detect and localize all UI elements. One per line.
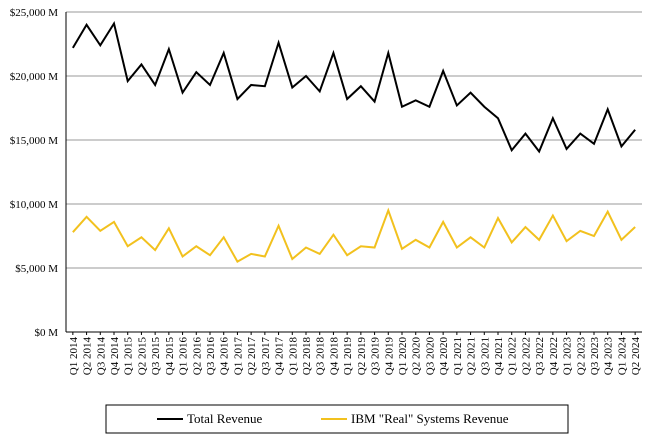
x-tick-label: Q1 2016 — [178, 337, 190, 376]
y-tick-label: $25,000 M — [10, 7, 59, 19]
x-tick-label: Q1 2015 — [123, 337, 135, 376]
x-tick-label: Q4 2019 — [383, 337, 395, 376]
x-tick-label: Q3 2020 — [424, 337, 436, 376]
y-tick-label: $0 M — [34, 327, 58, 339]
y-tick-label: $5,000 M — [15, 263, 58, 275]
x-tick-label: Q4 2018 — [328, 337, 340, 376]
x-tick-label: Q1 2017 — [232, 337, 244, 376]
x-tick-label: Q4 2021 — [493, 337, 505, 375]
x-tick-label: Q2 2023 — [575, 337, 587, 376]
series-line-ibm-real-systems-revenue — [72, 207, 636, 263]
x-tick-label: Q2 2014 — [82, 337, 94, 376]
x-tick-label: Q1 2014 — [68, 337, 80, 376]
x-tick-label: Q3 2022 — [534, 337, 546, 375]
x-tick-label: Q2 2019 — [356, 337, 368, 376]
x-tick-label: Q4 2022 — [548, 337, 560, 375]
legend-label-total-revenue: Total Revenue — [187, 411, 262, 426]
x-tick-label: Q4 2023 — [603, 337, 615, 376]
x-tick-label: Q2 2024 — [630, 337, 642, 376]
x-tick-label: Q1 2020 — [397, 337, 409, 376]
x-tick-label: Q3 2015 — [150, 337, 162, 376]
x-tick-label: Q1 2019 — [342, 337, 354, 376]
x-tick-label: Q3 2014 — [95, 337, 107, 376]
y-tick-label: $10,000 M — [10, 199, 59, 211]
x-tick-labels: Q1 2014 Q2 2014 Q3 2014 Q4 2014 Q1 2015 Q2 20… — [68, 337, 642, 376]
x-tick-label: Q4 2015 — [164, 337, 176, 376]
x-tick-label: Q3 2019 — [370, 337, 382, 376]
x-tick-label: Q1 2023 — [562, 337, 574, 376]
x-tick-label: Q1 2018 — [287, 337, 299, 376]
x-tick-label: Q1 2021 — [452, 337, 464, 375]
axes — [65, 12, 642, 335]
y-tick-label: $20,000 M — [10, 71, 59, 83]
x-tick-label: Q2 2016 — [191, 337, 203, 376]
x-tick-label: Q4 2020 — [438, 337, 450, 376]
legend: Total Revenue IBM "Real" Systems Revenue — [105, 404, 569, 434]
y-tick-labels: $0 M $5,000 M $10,000 M $15,000 M $20,000 M $… — [10, 7, 59, 339]
x-tick-label: Q2 2022 — [520, 337, 532, 375]
x-tick-label: Q2 2020 — [411, 337, 423, 376]
x-tick-label: Q4 2016 — [219, 337, 231, 376]
x-tick-label: Q3 2018 — [315, 337, 327, 376]
series-line-total-revenue — [72, 20, 636, 154]
series-lines — [72, 20, 636, 263]
x-tick-label: Q3 2016 — [205, 337, 217, 376]
x-tick-label: Q3 2021 — [479, 337, 491, 375]
x-tick-label: Q2 2018 — [301, 337, 313, 376]
y-tick-label: $15,000 M — [10, 135, 59, 147]
x-tick-label: Q3 2017 — [260, 337, 272, 376]
x-tick-label: Q4 2014 — [109, 337, 121, 376]
legend-label-ibm-real-systems-revenue: IBM "Real" Systems Revenue — [351, 411, 509, 426]
x-tick-label: Q2 2015 — [136, 337, 148, 376]
x-tick-label: Q3 2023 — [589, 337, 601, 376]
x-tick-label: Q1 2024 — [616, 337, 628, 376]
x-tick-label: Q4 2017 — [274, 337, 286, 376]
x-tick-label: Q2 2017 — [246, 337, 258, 376]
x-tick-label: Q1 2022 — [507, 337, 519, 375]
gridlines — [66, 11, 642, 269]
x-tick-label: Q2 2021 — [466, 337, 478, 375]
